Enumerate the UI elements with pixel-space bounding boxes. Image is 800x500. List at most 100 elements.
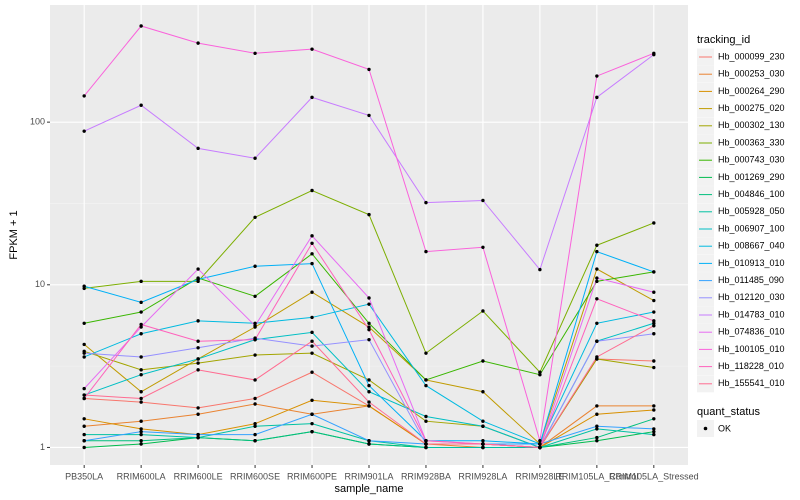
data-point [367, 321, 371, 325]
data-point [652, 290, 656, 294]
x-tick-label: RRIM901LA [344, 471, 393, 481]
data-point [367, 212, 371, 217]
data-point [82, 386, 86, 391]
data-point [538, 439, 542, 443]
data-point [481, 439, 485, 443]
data-point [367, 113, 371, 118]
data-point [652, 359, 656, 363]
legend-label: Hb_118228_010 [718, 361, 784, 371]
data-point [652, 417, 656, 421]
data-point [652, 408, 656, 412]
data-point [139, 427, 143, 431]
data-point [196, 368, 200, 372]
data-point [481, 359, 485, 363]
legend-label: Hb_000363_330 [718, 137, 785, 147]
data-point [481, 309, 485, 313]
data-point [253, 439, 257, 443]
data-point [139, 355, 143, 359]
data-point [595, 435, 599, 440]
data-point [310, 315, 314, 320]
data-point [82, 417, 86, 421]
data-point [367, 439, 371, 443]
data-point [424, 442, 428, 446]
data-point [538, 373, 542, 377]
data-point [595, 297, 599, 301]
data-point [196, 146, 200, 151]
data-point [481, 442, 485, 446]
data-point [424, 383, 428, 388]
x-tick-label: RRIM600LA [117, 471, 166, 481]
data-point [82, 393, 86, 397]
data-point [595, 276, 599, 280]
data-point [82, 351, 86, 355]
data-point [139, 373, 143, 377]
legend-label: Hb_000099_230 [718, 51, 785, 61]
data-point [82, 342, 86, 347]
data-point [595, 74, 599, 78]
data-point [139, 325, 143, 329]
data-point [253, 402, 257, 406]
data-point [139, 103, 143, 107]
data-point [367, 67, 371, 72]
data-point [253, 264, 257, 268]
data-point [538, 442, 542, 446]
data-point [595, 267, 599, 271]
data-point [538, 370, 542, 374]
legend-label: Hb_074836_010 [718, 327, 785, 337]
data-point [310, 241, 314, 245]
data-point [196, 319, 200, 323]
data-point [652, 404, 656, 408]
data-point [310, 351, 314, 355]
data-point [139, 429, 143, 434]
y-axis-label: FPKM + 1 [8, 210, 20, 259]
data-point [310, 188, 314, 193]
data-point [367, 390, 371, 394]
data-point [196, 267, 200, 271]
data-point [253, 51, 257, 55]
data-point [652, 310, 656, 314]
data-point [595, 355, 599, 359]
data-point [82, 284, 86, 288]
data-point [253, 378, 257, 382]
data-point [424, 249, 428, 254]
data-point [424, 445, 428, 450]
legend-label: Hb_001269_290 [718, 172, 785, 182]
data-point [481, 198, 485, 203]
data-point [82, 439, 86, 443]
data-point [82, 445, 86, 450]
data-point [139, 322, 143, 327]
data-point [367, 442, 371, 446]
data-point [196, 432, 200, 437]
data-point [253, 432, 257, 437]
data-point [424, 351, 428, 355]
data-point [367, 302, 371, 306]
legend-label: Hb_000743_030 [718, 155, 785, 165]
legend-label: Hb_006907_100 [718, 223, 785, 233]
data-point [424, 200, 428, 205]
x-tick-label: RRIM928LA [458, 471, 507, 481]
data-point [652, 51, 656, 55]
x-tick-label: RRIM600LE [174, 471, 223, 481]
data-point [310, 252, 314, 256]
data-point [652, 298, 656, 303]
data-point [253, 337, 257, 342]
data-point [424, 378, 428, 382]
data-point [310, 95, 314, 100]
point-legend-dot [703, 426, 708, 431]
data-point [196, 357, 200, 361]
data-point [196, 41, 200, 45]
data-point [595, 439, 599, 443]
data-point [310, 339, 314, 343]
data-point [196, 339, 200, 343]
data-point [139, 279, 143, 284]
data-point [595, 249, 599, 254]
data-point [196, 361, 200, 365]
data-point [595, 404, 599, 408]
y-tick-label: 10 [35, 279, 45, 289]
y-tick-label: 100 [30, 117, 45, 127]
data-point [310, 261, 314, 266]
point-legend-label: OK [718, 423, 731, 433]
data-point [481, 445, 485, 450]
x-tick-label: RRIM600SE [230, 471, 280, 481]
data-point [139, 442, 143, 446]
